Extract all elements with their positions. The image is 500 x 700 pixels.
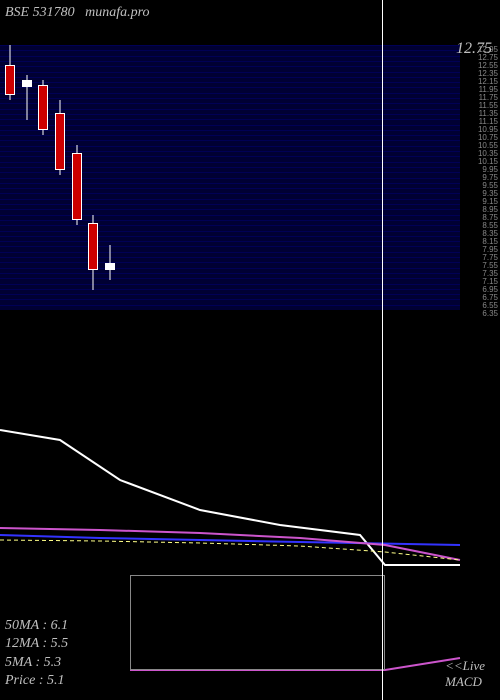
stat-50ma: 50MA : 6.1 — [5, 617, 68, 635]
stats-panel: 50MA : 6.1 12MA : 5.5 5MA : 5.3 Price : … — [5, 617, 68, 690]
stat-price: Price : 5.1 — [5, 672, 68, 690]
macd-live-text: <<Live — [445, 658, 485, 674]
symbol-text: BSE 531780 — [5, 5, 75, 20]
ma-line-50MA — [0, 430, 460, 565]
macd-label: <<Live MACD — [445, 658, 485, 690]
source-text: munafa.pro — [85, 5, 149, 20]
macd-text: MACD — [445, 674, 485, 690]
ma-line-band1 — [0, 535, 460, 545]
cursor-vertical-line — [382, 0, 383, 700]
top-price-label: 12.75 — [456, 40, 492, 58]
macd-box — [130, 575, 385, 670]
chart-container: BSE 531780 munafa.pro 12.75 12.9512.7512… — [0, 0, 500, 700]
stat-5ma: 5MA : 5.3 — [5, 654, 68, 672]
chart-header: BSE 531780 munafa.pro — [5, 5, 150, 21]
stat-12ma: 12MA : 5.5 — [5, 635, 68, 653]
